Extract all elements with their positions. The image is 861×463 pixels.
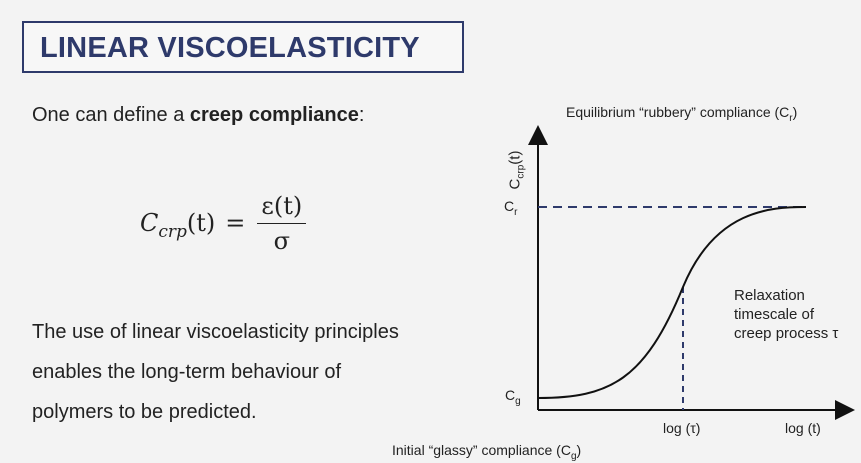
intro-suffix: : [358, 104, 365, 126]
creep-curve [537, 206, 807, 399]
formula-lhs-arg: (t) [186, 209, 216, 237]
title-box: LINEAR VISCOELASTICITY [22, 21, 464, 73]
intro-prefix: One can define a [32, 104, 190, 126]
cg-tick-label: Cg [505, 387, 521, 407]
relaxation-line-1: Relaxation [734, 287, 805, 304]
body-line-2: enables the long-term behaviour of [32, 361, 342, 383]
relaxation-line-2: timescale of [734, 306, 815, 323]
formula-fraction: ε(t) σ [257, 192, 307, 255]
cr-tick-label: Cr [504, 198, 518, 218]
formula-lhs-var: C [140, 209, 159, 237]
body-line-3: polymers to be predicted. [32, 401, 257, 423]
intro-bold: creep compliance [189, 104, 359, 126]
body-text: The use of linear viscoelasticity princi… [32, 312, 399, 432]
y-axis-label: Ccrp(t) [506, 150, 527, 190]
relaxation-annotation: Relaxation timescale of creep process τ [734, 286, 838, 343]
formula-numerator: ε(t) [257, 192, 307, 224]
glassy-compliance-label: Initial “glassy” compliance (Cg) [392, 442, 582, 462]
slide-title: LINEAR VISCOELASTICITY [40, 32, 420, 64]
formula-denominator: σ [273, 226, 290, 255]
intro-text: One can define a creep compliance: [32, 104, 364, 127]
x-tick-log-t: log (t) [785, 420, 821, 436]
formula-equals: = [225, 209, 246, 237]
formula-lhs-sub: crp [158, 222, 187, 242]
x-tick-log-tau: log (τ) [663, 420, 701, 436]
body-line-1: The use of linear viscoelasticity princi… [32, 321, 399, 343]
rubbery-compliance-label: Equilibrium “rubbery” compliance (Cr) [566, 104, 798, 124]
relaxation-line-3: creep process τ [734, 325, 839, 342]
